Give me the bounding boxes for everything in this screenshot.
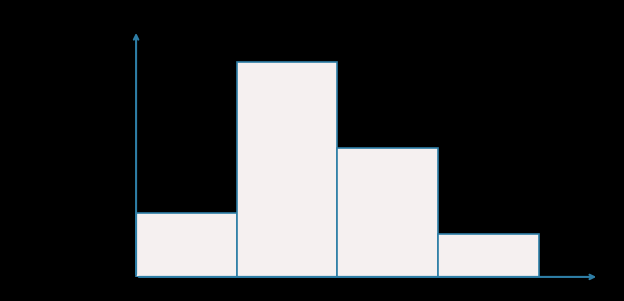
- Bar: [338, 148, 438, 277]
- Bar: [236, 62, 338, 277]
- Bar: [136, 213, 236, 277]
- Bar: [438, 234, 539, 277]
